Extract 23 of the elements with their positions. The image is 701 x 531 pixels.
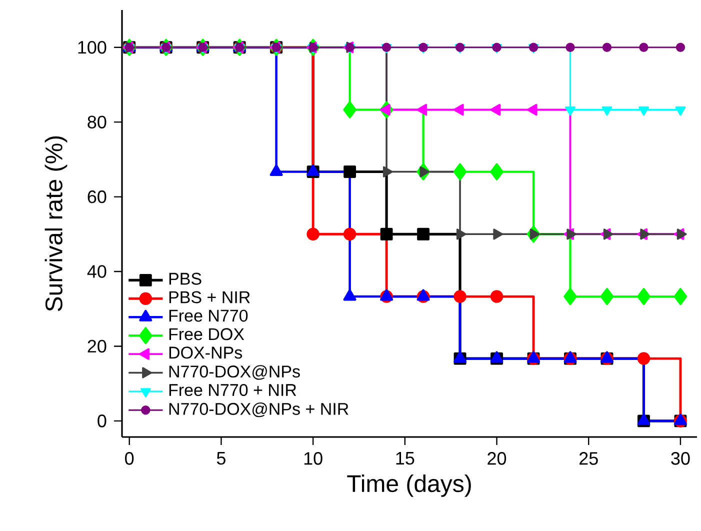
legend-label: DOX-NPs [169, 346, 242, 359]
y-tick-label: 40 [87, 265, 106, 278]
y-tick-label: 100 [78, 40, 106, 54]
x-tick-label: 30 [671, 452, 690, 465]
x-tick-label: 10 [304, 452, 322, 465]
legend-label: Free DOX [169, 328, 244, 340]
x-tick-label: 25 [580, 452, 598, 465]
legend-label: N770-DOX@NPs + NIR [169, 402, 348, 418]
legend-label: PBS + NIR [169, 291, 250, 304]
x-tick-label: 15 [396, 452, 414, 465]
legend-label: Free N770 + NIR [169, 384, 296, 396]
y-tick-label: 20 [88, 340, 106, 353]
y-tick-label: 80 [88, 116, 106, 128]
y-tick-label: 60 [88, 190, 106, 204]
x-axis-title: Time (days) [347, 474, 471, 497]
y-tick-label: 0 [98, 414, 106, 428]
legend-label: PBS [169, 272, 202, 285]
y-axis-title: Survival rate (%) [44, 136, 68, 312]
x-tick-label: 20 [488, 452, 506, 465]
legend-label: N770-DOX@NPs [169, 365, 300, 380]
legend-label: Free N770 [169, 310, 248, 322]
x-tick-label: 5 [216, 452, 226, 465]
x-tick-label: 0 [125, 452, 134, 465]
